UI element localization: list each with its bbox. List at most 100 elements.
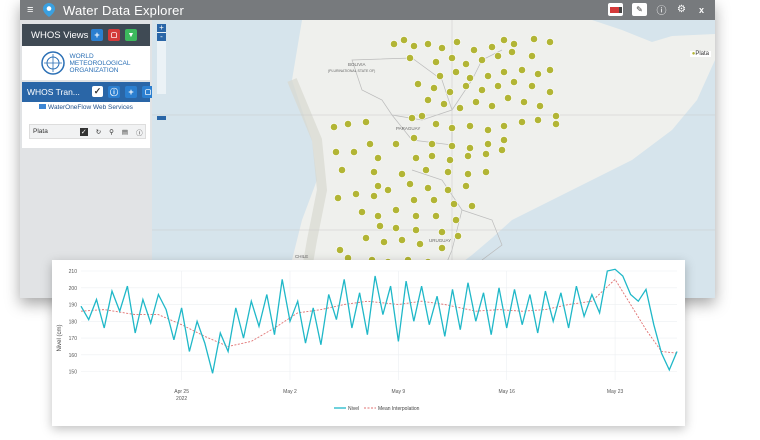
station-marker[interactable]: [350, 148, 358, 156]
station-marker[interactable]: [416, 240, 424, 248]
station-marker[interactable]: [362, 118, 370, 126]
station-marker[interactable]: [494, 82, 502, 90]
view-delete-button[interactable]: ▢: [142, 86, 154, 98]
station-marker[interactable]: [374, 182, 382, 190]
station-marker[interactable]: [468, 202, 476, 210]
station-marker[interactable]: [412, 226, 420, 234]
flag-icon[interactable]: [608, 3, 623, 16]
station-marker[interactable]: [344, 120, 352, 128]
view-add-button[interactable]: +: [125, 86, 137, 98]
close-icon[interactable]: x: [698, 4, 704, 15]
station-marker[interactable]: [484, 140, 492, 148]
station-marker[interactable]: [552, 120, 560, 128]
station-marker[interactable]: [453, 38, 461, 46]
station-marker[interactable]: [438, 244, 446, 252]
menu-icon[interactable]: ≡: [27, 4, 34, 16]
station-marker[interactable]: [546, 88, 554, 96]
station-marker[interactable]: [444, 186, 452, 194]
station-marker[interactable]: [452, 68, 460, 76]
map-view[interactable]: BOLIVIA (PLURINATIONAL STATE OF) PARAGUA…: [152, 20, 715, 298]
station-marker[interactable]: [484, 126, 492, 134]
station-marker[interactable]: [500, 122, 508, 130]
station-marker[interactable]: [510, 40, 518, 48]
station-marker[interactable]: [336, 246, 344, 254]
station-marker[interactable]: [450, 200, 458, 208]
layer-checkbox[interactable]: ✓: [79, 127, 88, 136]
station-marker[interactable]: [534, 70, 542, 78]
station-marker[interactable]: [448, 142, 456, 150]
station-marker[interactable]: [424, 184, 432, 192]
station-marker[interactable]: [398, 170, 406, 178]
station-marker[interactable]: [412, 154, 420, 162]
station-marker[interactable]: [478, 86, 486, 94]
station-marker[interactable]: [478, 56, 486, 64]
station-marker[interactable]: [366, 140, 374, 148]
station-marker[interactable]: [400, 36, 408, 44]
station-marker[interactable]: [452, 216, 460, 224]
station-marker[interactable]: [374, 154, 382, 162]
view-info-button[interactable]: ⓘ: [108, 86, 120, 98]
station-marker[interactable]: [338, 166, 346, 174]
station-marker[interactable]: [546, 66, 554, 74]
station-marker[interactable]: [428, 140, 436, 148]
station-marker[interactable]: [508, 48, 516, 56]
chart-toggle-icon[interactable]: ✎: [632, 3, 647, 16]
station-marker[interactable]: [432, 58, 440, 66]
station-marker[interactable]: [330, 123, 338, 131]
table-icon[interactable]: ▤: [121, 128, 129, 136]
station-marker[interactable]: [390, 40, 398, 48]
station-marker[interactable]: [370, 168, 378, 176]
station-marker[interactable]: [500, 136, 508, 144]
station-marker[interactable]: [546, 38, 554, 46]
station-marker[interactable]: [498, 146, 506, 154]
station-marker[interactable]: [462, 82, 470, 90]
station-marker[interactable]: [432, 120, 440, 128]
zoom-slider-handle[interactable]: [157, 116, 166, 120]
station-marker[interactable]: [482, 168, 490, 176]
station-marker[interactable]: [424, 40, 432, 48]
view-checkbox[interactable]: ✓: [92, 86, 103, 97]
station-marker[interactable]: [488, 43, 496, 51]
station-marker[interactable]: [430, 196, 438, 204]
station-marker[interactable]: [432, 212, 440, 220]
station-marker[interactable]: [370, 192, 378, 200]
station-marker[interactable]: [352, 190, 360, 198]
station-marker[interactable]: [534, 116, 542, 124]
station-marker[interactable]: [332, 148, 340, 156]
station-marker[interactable]: [466, 122, 474, 130]
station-marker[interactable]: [392, 140, 400, 148]
station-marker[interactable]: [430, 84, 438, 92]
station-marker[interactable]: [528, 82, 536, 90]
station-marker[interactable]: [446, 88, 454, 96]
station-marker[interactable]: [456, 104, 464, 112]
station-marker[interactable]: [374, 212, 382, 220]
locate-icon[interactable]: ⚲: [109, 128, 114, 136]
station-marker[interactable]: [448, 54, 456, 62]
station-marker[interactable]: [510, 78, 518, 86]
station-marker[interactable]: [464, 152, 472, 160]
station-marker[interactable]: [376, 222, 384, 230]
station-marker[interactable]: [454, 232, 462, 240]
map-canvas[interactable]: BOLIVIA (PLURINATIONAL STATE OF) PARAGUA…: [152, 20, 715, 298]
station-marker[interactable]: [418, 112, 426, 120]
layer-info-icon[interactable]: ⓘ: [136, 129, 143, 137]
settings-icon[interactable]: ⚙: [677, 4, 686, 15]
station-marker[interactable]: [466, 144, 474, 152]
station-marker[interactable]: [436, 72, 444, 80]
station-marker[interactable]: [408, 114, 416, 122]
delete-view-button[interactable]: ▢: [108, 29, 120, 41]
station-marker[interactable]: [438, 44, 446, 52]
station-marker[interactable]: [520, 98, 528, 106]
station-marker[interactable]: [444, 168, 452, 176]
service-link[interactable]: WaterOneFlow Web Services: [22, 104, 150, 111]
filter-button[interactable]: ▼: [125, 29, 137, 41]
station-marker[interactable]: [504, 94, 512, 102]
station-marker[interactable]: [494, 52, 502, 60]
station-marker[interactable]: [488, 102, 496, 110]
station-marker[interactable]: [334, 194, 342, 202]
station-marker[interactable]: [470, 46, 478, 54]
station-marker[interactable]: [428, 152, 436, 160]
station-marker[interactable]: [384, 186, 392, 194]
station-marker[interactable]: [500, 36, 508, 44]
station-marker[interactable]: [536, 102, 544, 110]
